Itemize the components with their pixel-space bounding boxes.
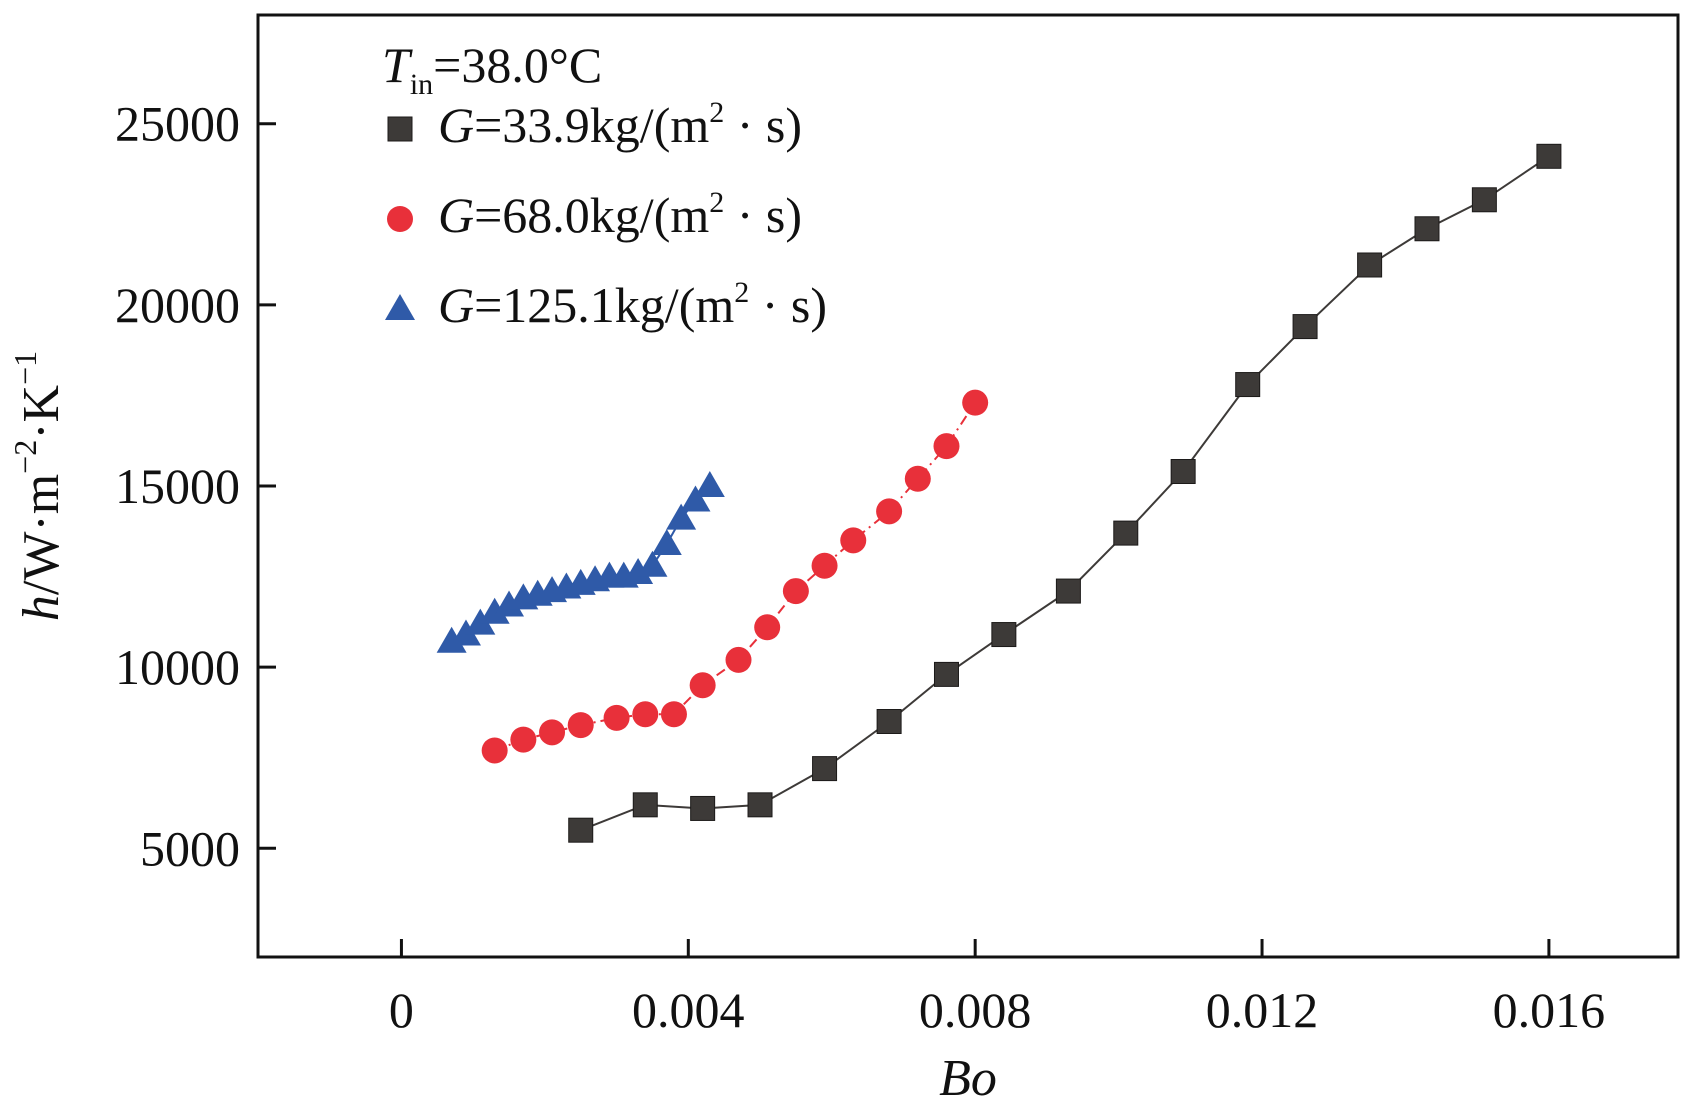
data-point: [1293, 315, 1317, 339]
data-point: [1415, 217, 1439, 241]
data-point: [633, 793, 657, 817]
legend-label: G=125.1kg/(m2 · s): [438, 276, 827, 333]
y-tick-label: 10000: [115, 639, 240, 695]
y-tick-label: 15000: [115, 458, 240, 514]
data-point: [726, 647, 752, 673]
legend-label: G=33.9kg/(m2 · s): [438, 96, 802, 153]
data-point: [1171, 460, 1195, 484]
y-axis-title: h/W·m−2·K−1: [7, 351, 70, 621]
series-circle: [482, 390, 989, 764]
data-point: [604, 705, 630, 731]
x-tick-label: 0.008: [919, 982, 1032, 1038]
data-point: [632, 701, 658, 727]
y-axis: 5000 10000 15000 20000 25000: [115, 96, 276, 877]
data-point: [783, 578, 809, 604]
plot-frame: [258, 15, 1678, 957]
data-point: [482, 737, 508, 763]
data-point: [569, 818, 593, 842]
y-tick-label: 20000: [115, 277, 240, 333]
data-point: [748, 793, 772, 817]
y-axis-title-exp2: −1: [7, 351, 43, 385]
y-tick-label: 25000: [115, 96, 240, 152]
data-point: [962, 390, 988, 416]
x-tick-label: 0.004: [632, 982, 745, 1038]
data-point: [992, 623, 1016, 647]
x-tick-label: 0.016: [1493, 982, 1606, 1038]
legend-marker-circle: [387, 206, 413, 232]
legend-header-rest: =38.0°C: [433, 37, 602, 93]
legend-marker-square: [388, 117, 412, 141]
y-axis-title-mid: ·K: [13, 384, 70, 439]
data-point: [661, 701, 687, 727]
data-point: [1472, 188, 1496, 212]
x-tick-label: 0.012: [1206, 982, 1319, 1038]
data-point: [695, 471, 725, 497]
data-point: [1114, 521, 1138, 545]
data-point: [876, 498, 902, 524]
legend-header-var: T: [382, 37, 413, 93]
data-point: [1236, 373, 1260, 397]
data-point: [690, 672, 716, 698]
data-point: [510, 727, 536, 753]
data-point: [812, 553, 838, 579]
data-point: [1537, 144, 1561, 168]
y-tick-label: 5000: [140, 820, 240, 876]
data-point: [877, 710, 901, 734]
y-axis-title-var: h: [13, 595, 70, 621]
data-point: [933, 433, 959, 459]
x-axis: 0 0.004 0.008 0.012 0.016: [389, 939, 1605, 1038]
data-point: [568, 712, 594, 738]
data-point: [754, 614, 780, 640]
legend-header: Tin=38.0°C: [382, 37, 602, 101]
y-axis-title-exp1: −2: [7, 440, 43, 474]
data-point: [1358, 253, 1382, 277]
y-axis-title-unit: /W·m: [13, 474, 70, 595]
data-point: [934, 662, 958, 686]
x-tick-label: 0: [389, 982, 414, 1038]
data-point: [652, 529, 682, 555]
data-point: [905, 466, 931, 492]
legend: Tin=38.0°C G=33.9kg/(m2 · s) G=68.0kg/(m2…: [382, 37, 827, 333]
data-point: [813, 757, 837, 781]
legend-marker-triangle: [385, 294, 415, 320]
series-line: [581, 156, 1549, 830]
legend-header-sub: in: [410, 68, 433, 101]
data-point: [539, 719, 565, 745]
x-axis-title: Bo: [939, 1050, 997, 1107]
legend-label: G=68.0kg/(m2 · s): [438, 186, 802, 243]
data-point: [1056, 579, 1080, 603]
data-point: [691, 796, 715, 820]
chart: 0 0.004 0.008 0.012 0.016 5000 10000 15000 2000…: [0, 0, 1688, 1109]
series-triangle: [437, 471, 725, 653]
data-point: [840, 527, 866, 553]
plot-area: [437, 144, 1561, 842]
